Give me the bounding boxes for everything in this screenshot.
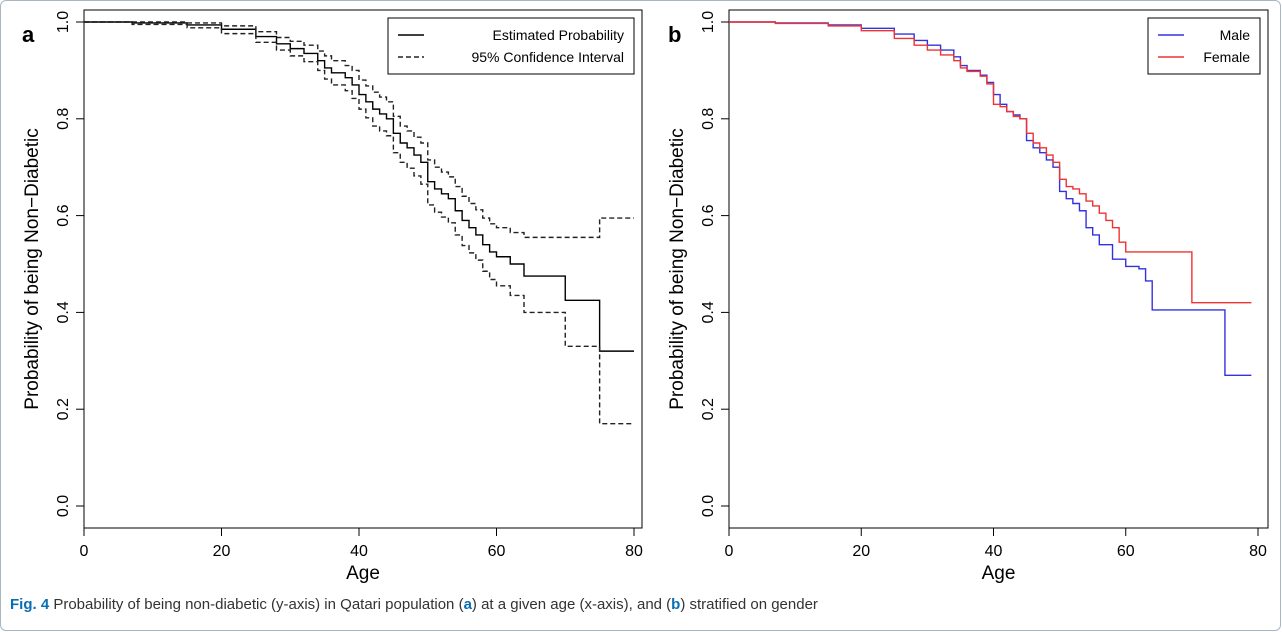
y-tick-label: 0.8 (700, 108, 717, 130)
legend-label: Male (1220, 27, 1251, 43)
x-tick-label: 0 (725, 543, 734, 560)
figure-caption: Fig. 4 Probability of being non-diabetic… (10, 596, 1270, 613)
legend-label: Female (1203, 49, 1250, 65)
caption-panel-ref: a (463, 596, 472, 613)
caption-text: Probability of being non-diabetic (y-axi… (49, 596, 818, 613)
series-line-ci-lower (84, 21, 634, 425)
x-tick-label: 80 (1249, 543, 1267, 560)
series-line-95-confidence-interval (84, 21, 634, 239)
x-tick-label: 60 (488, 543, 506, 560)
legend: Male Female (1147, 17, 1261, 75)
series-line-female (729, 21, 1252, 304)
series-line-male (729, 21, 1252, 377)
y-axis-label: Probability of being Non−Diabetic (22, 128, 43, 409)
y-tick-label: 0.6 (55, 204, 72, 226)
x-tick-label: 80 (625, 543, 643, 560)
x-tick-label: 20 (852, 543, 870, 560)
y-tick-label: 1.0 (700, 11, 717, 33)
legend-box (1147, 17, 1261, 75)
legend-box (387, 17, 635, 75)
x-tick-label: 60 (1117, 543, 1135, 560)
y-tick-label: 0.0 (55, 495, 72, 517)
panel-letter: b (668, 22, 681, 47)
chart-panel-a: a 0 20 40 60 80 0.0 0.2 0.4 0.6 0.8 1.0 Age Probabili… (22, 9, 643, 584)
x-tick-label: 40 (985, 543, 1003, 560)
x-tick-label: 40 (350, 543, 368, 560)
y-tick-label: 0.2 (700, 398, 717, 420)
series-line-estimated-probability (84, 21, 634, 352)
caption-label: Fig. 4 (10, 596, 50, 613)
caption-fragment: ) stratified on gender (680, 596, 818, 613)
caption-fragment: ) at a given age (x-axis), and ( (471, 596, 672, 613)
plot-frame (728, 9, 1269, 529)
y-tick-label: 0.0 (700, 495, 717, 517)
y-tick-label: 0.6 (700, 204, 717, 226)
x-tick-label: 20 (213, 543, 231, 560)
legend-label: Estimated Probability (492, 27, 624, 43)
caption-panel-ref: b (671, 596, 681, 613)
y-tick-label: 1.0 (55, 11, 72, 33)
legend-label: 95% Confidence Interval (471, 49, 624, 65)
x-axis-label: Age (982, 563, 1016, 584)
y-tick-label: 0.2 (55, 398, 72, 420)
x-tick-label: 0 (80, 543, 89, 560)
y-tick-label: 0.4 (55, 301, 72, 323)
y-tick-label: 0.4 (700, 301, 717, 323)
plot-frame (83, 9, 643, 529)
x-axis-label: Age (346, 563, 380, 584)
chart-panel-b: b 0 20 40 60 80 0.0 0.2 0.4 0.6 0.8 1.0 Age Probabili… (667, 9, 1269, 584)
y-axis-label: Probability of being Non−Diabetic (667, 128, 688, 409)
legend: Estimated Probability 95% Confidence Inte… (387, 17, 635, 75)
caption-fragment: Probability of being non-diabetic (y-axi… (53, 596, 464, 613)
y-tick-label: 0.8 (55, 108, 72, 130)
panel-letter: a (22, 22, 35, 47)
